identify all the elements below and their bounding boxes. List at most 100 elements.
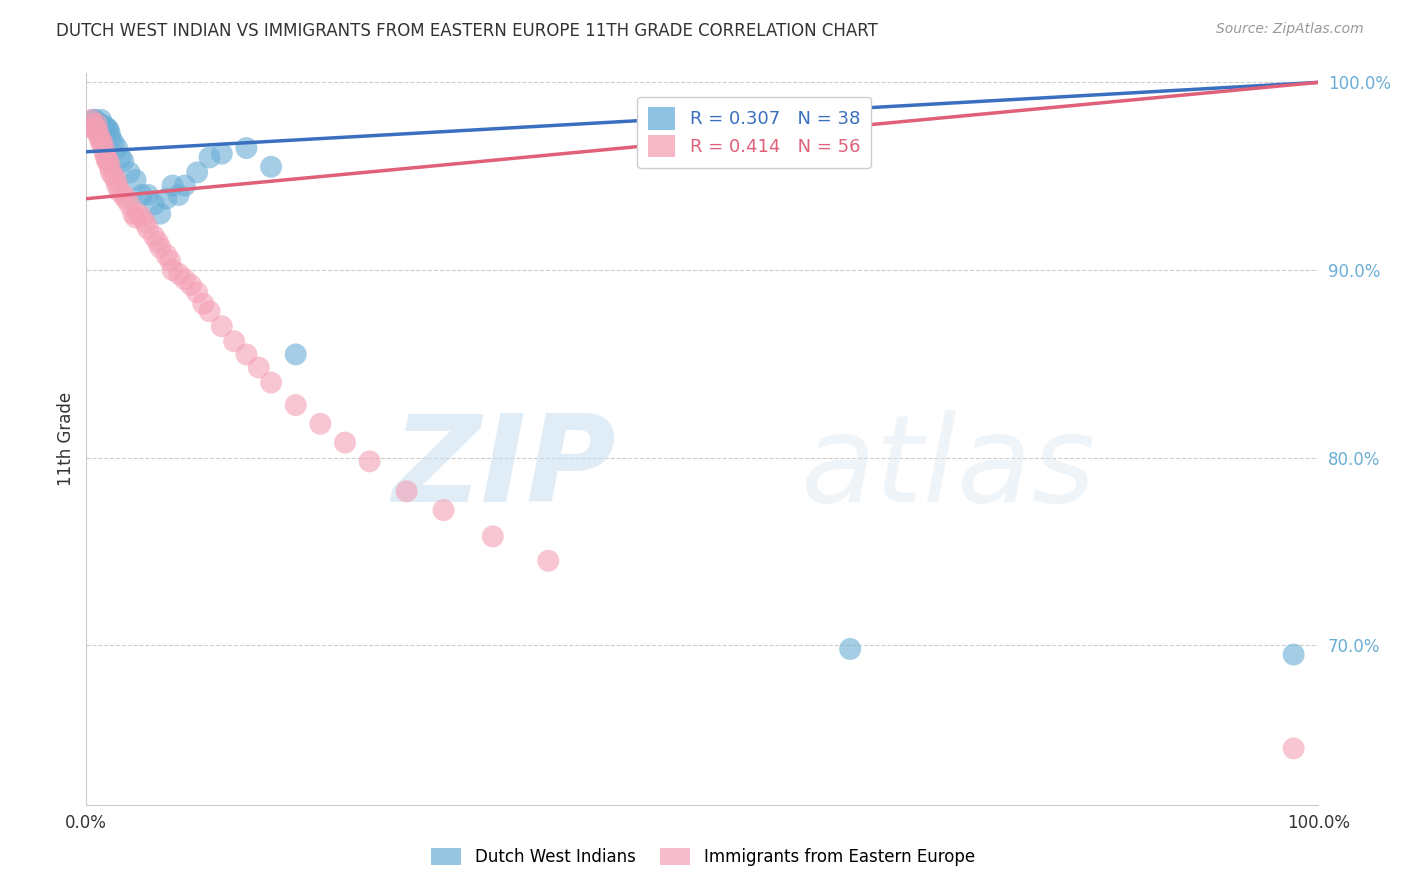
Point bbox=[82, 117, 104, 131]
Text: atlas: atlas bbox=[801, 409, 1097, 526]
Point bbox=[114, 192, 136, 206]
Point bbox=[149, 207, 172, 221]
Point bbox=[198, 304, 221, 318]
Point bbox=[84, 122, 107, 136]
Point bbox=[186, 285, 208, 300]
Text: Source: ZipAtlas.com: Source: ZipAtlas.com bbox=[1216, 22, 1364, 37]
Point bbox=[91, 136, 114, 150]
Point bbox=[84, 112, 107, 127]
Point bbox=[84, 117, 107, 131]
Point bbox=[118, 165, 141, 179]
Point bbox=[94, 146, 117, 161]
Point bbox=[193, 297, 215, 311]
Point bbox=[162, 178, 184, 193]
Point bbox=[537, 554, 560, 568]
Point bbox=[96, 154, 118, 169]
Point bbox=[93, 141, 115, 155]
Point bbox=[260, 376, 283, 390]
Point bbox=[173, 272, 195, 286]
Point bbox=[105, 178, 128, 193]
Point bbox=[131, 188, 153, 202]
Point bbox=[146, 235, 169, 249]
Point bbox=[1282, 648, 1305, 662]
Point bbox=[90, 136, 112, 150]
Point bbox=[98, 126, 121, 140]
Point bbox=[186, 165, 208, 179]
Point bbox=[180, 277, 202, 292]
Point bbox=[333, 435, 356, 450]
Point bbox=[432, 503, 454, 517]
Point bbox=[155, 192, 177, 206]
Point bbox=[839, 642, 862, 657]
Point bbox=[103, 136, 125, 150]
Point bbox=[198, 150, 221, 164]
Point bbox=[159, 253, 181, 268]
Point bbox=[211, 146, 233, 161]
Point bbox=[100, 165, 122, 179]
Point bbox=[395, 484, 418, 499]
Point bbox=[1282, 741, 1305, 756]
Point bbox=[94, 150, 117, 164]
Point bbox=[143, 229, 166, 244]
Point bbox=[260, 160, 283, 174]
Point bbox=[83, 112, 105, 127]
Point bbox=[149, 240, 172, 254]
Point bbox=[94, 120, 117, 135]
Point bbox=[284, 347, 307, 361]
Point bbox=[224, 334, 246, 349]
Point bbox=[134, 216, 156, 230]
Point bbox=[89, 131, 111, 145]
Point bbox=[162, 263, 184, 277]
Text: DUTCH WEST INDIAN VS IMMIGRANTS FROM EASTERN EUROPE 11TH GRADE CORRELATION CHART: DUTCH WEST INDIAN VS IMMIGRANTS FROM EAS… bbox=[56, 22, 879, 40]
Legend: Dutch West Indians, Immigrants from Eastern Europe: Dutch West Indians, Immigrants from East… bbox=[425, 841, 981, 873]
Point bbox=[93, 119, 115, 133]
Point bbox=[173, 178, 195, 193]
Point bbox=[309, 417, 332, 431]
Point bbox=[90, 112, 112, 127]
Point bbox=[105, 141, 128, 155]
Point bbox=[86, 122, 108, 136]
Point bbox=[136, 221, 159, 235]
Point bbox=[108, 184, 131, 198]
Point bbox=[97, 154, 120, 169]
Point bbox=[482, 529, 505, 543]
Point bbox=[131, 211, 153, 225]
Point bbox=[284, 398, 307, 412]
Point bbox=[359, 454, 381, 468]
Point bbox=[124, 211, 146, 225]
Point bbox=[91, 122, 114, 136]
Point bbox=[167, 267, 190, 281]
Point bbox=[94, 122, 117, 136]
Point bbox=[104, 173, 127, 187]
Point bbox=[235, 141, 257, 155]
Point bbox=[235, 347, 257, 361]
Point bbox=[143, 197, 166, 211]
Point bbox=[100, 131, 122, 145]
Point bbox=[110, 150, 132, 164]
Point bbox=[84, 117, 107, 131]
Point bbox=[112, 188, 135, 202]
Point bbox=[211, 319, 233, 334]
Point bbox=[97, 122, 120, 136]
Point bbox=[155, 248, 177, 262]
Point bbox=[103, 169, 125, 183]
Point bbox=[167, 188, 190, 202]
Point bbox=[98, 160, 121, 174]
Point bbox=[127, 207, 149, 221]
Point bbox=[247, 360, 270, 375]
Point bbox=[87, 122, 110, 136]
Point bbox=[87, 128, 110, 142]
Point bbox=[80, 112, 103, 127]
Point bbox=[112, 154, 135, 169]
Text: ZIP: ZIP bbox=[392, 409, 616, 526]
Point bbox=[136, 188, 159, 202]
Point bbox=[118, 197, 141, 211]
Y-axis label: 11th Grade: 11th Grade bbox=[58, 392, 75, 486]
Point bbox=[89, 117, 111, 131]
Point bbox=[86, 122, 108, 136]
Legend: R = 0.307   N = 38, R = 0.414   N = 56: R = 0.307 N = 38, R = 0.414 N = 56 bbox=[637, 96, 872, 168]
Point bbox=[124, 173, 146, 187]
Point bbox=[122, 207, 145, 221]
Point bbox=[96, 122, 118, 136]
Point bbox=[82, 117, 104, 131]
